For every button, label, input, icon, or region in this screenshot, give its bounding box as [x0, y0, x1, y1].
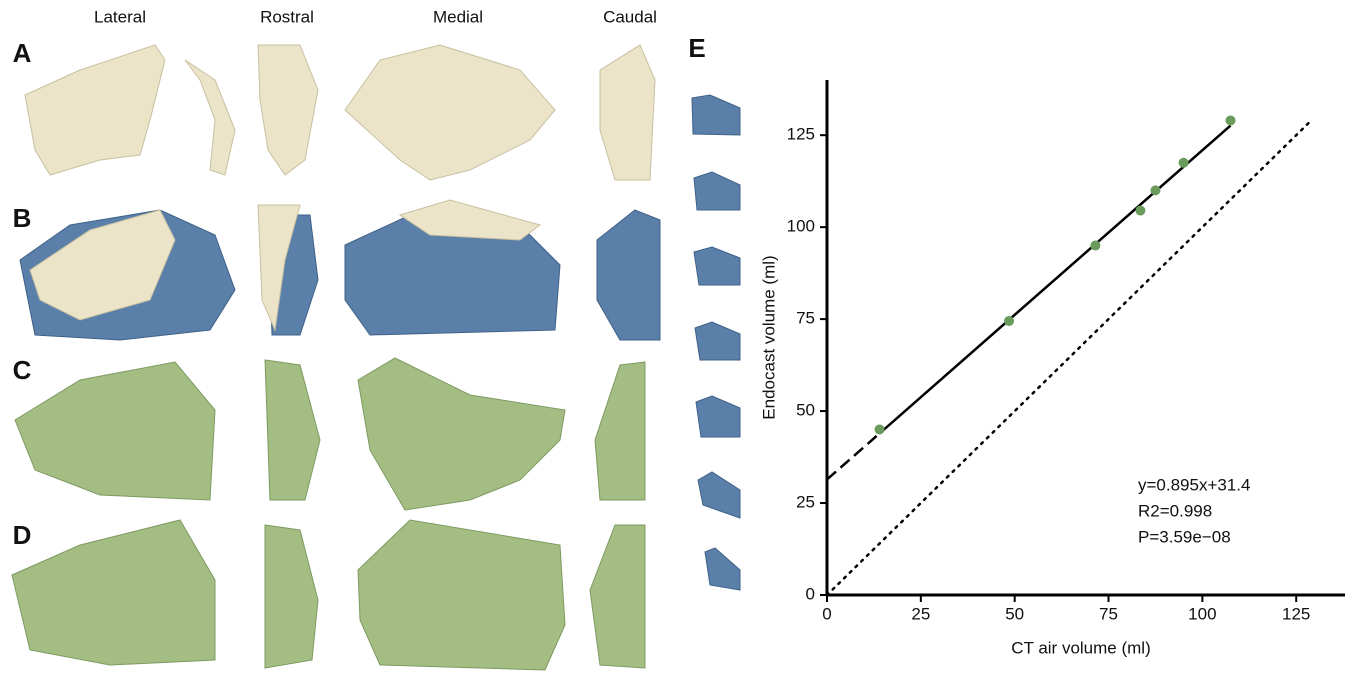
- endocast-image: [12, 520, 215, 665]
- column-label: Rostral: [260, 7, 314, 26]
- endocast-image: [265, 525, 318, 668]
- annotation: R2=0.998: [1138, 501, 1212, 520]
- data-point: [1179, 158, 1189, 168]
- x-tick-label: 75: [1099, 604, 1118, 623]
- skull-image: [185, 60, 235, 175]
- skull-image: [345, 45, 555, 180]
- series-image: [696, 396, 740, 437]
- data-point: [1150, 185, 1160, 195]
- endocast-image: [595, 362, 645, 500]
- endocast-image: [358, 520, 565, 670]
- row-label: A: [13, 38, 32, 68]
- row-label: B: [13, 203, 32, 233]
- y-axis-label: Endocast volume (ml): [759, 255, 778, 419]
- series-image: [698, 472, 740, 518]
- series-image: [695, 322, 740, 360]
- column-label: Medial: [433, 7, 483, 26]
- series-image: [694, 247, 740, 285]
- skull-image: [258, 45, 318, 175]
- data-point: [1004, 316, 1014, 326]
- panel-label: E: [688, 33, 705, 63]
- y-tick-label: 100: [787, 217, 815, 236]
- x-axis-label: CT air volume (ml): [1011, 638, 1150, 657]
- endocast-image: [15, 362, 215, 500]
- fit-extrapolation: [827, 433, 880, 479]
- data-point: [875, 424, 885, 434]
- x-tick-label: 125: [1282, 604, 1310, 623]
- x-tick-label: 100: [1188, 604, 1216, 623]
- data-point: [1090, 241, 1100, 251]
- y-tick-label: 75: [796, 309, 815, 328]
- series-image: [692, 95, 740, 135]
- endocast-image: [265, 360, 320, 500]
- y-tick-label: 25: [796, 493, 815, 512]
- data-point: [1135, 206, 1145, 216]
- column-label: Lateral: [94, 7, 146, 26]
- skull-image: [25, 45, 165, 175]
- skull-image: [600, 45, 655, 180]
- series-image: [705, 548, 740, 590]
- x-tick-label: 25: [911, 604, 930, 623]
- row-label: D: [13, 520, 32, 550]
- chart: E 0 25 50 75 100 125 0 25 50 75 100 125 CT air volume…: [688, 33, 1345, 658]
- images: Lateral Rostral Medial Caudal A B C D: [12, 7, 740, 670]
- column-label: Caudal: [603, 7, 657, 26]
- y-tick-label: 125: [787, 125, 815, 144]
- annotation: P=3.59e−08: [1138, 527, 1231, 546]
- data-point: [1226, 115, 1236, 125]
- fit-line: [880, 126, 1231, 434]
- hull-image: [597, 210, 660, 340]
- y-tick-label: 0: [806, 584, 815, 603]
- row-label: C: [13, 355, 32, 385]
- endocast-image: [590, 525, 645, 668]
- endocast-image: [358, 358, 565, 510]
- figure: Lateral Rostral Medial Caudal A B C D: [0, 0, 1354, 675]
- y-tick-label: 50: [796, 401, 815, 420]
- x-tick-label: 0: [822, 604, 831, 623]
- identity-line: [827, 123, 1309, 595]
- x-tick-label: 50: [1005, 604, 1024, 623]
- annotation: y=0.895x+31.4: [1138, 475, 1250, 494]
- series-image: [694, 172, 740, 210]
